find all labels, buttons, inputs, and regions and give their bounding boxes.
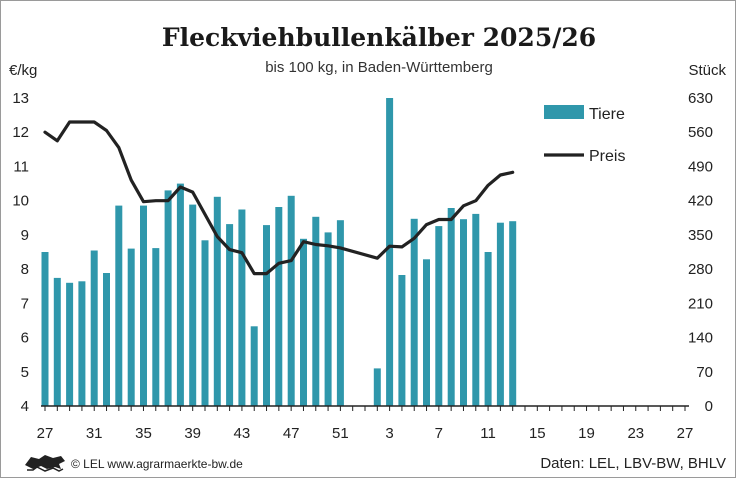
footer-copyright: © LEL www.agrarmaerkte-bw.de — [71, 457, 243, 471]
bar — [213, 196, 221, 406]
bar — [152, 248, 160, 406]
bar — [238, 209, 246, 406]
bar — [115, 205, 123, 406]
x-tick-label: 51 — [332, 425, 349, 442]
y-right-tick-label: 350 — [688, 227, 713, 244]
x-tick-label: 23 — [627, 425, 644, 442]
legend-preis-label: Preis — [589, 148, 625, 165]
bar — [41, 252, 49, 406]
x-tick-label: 31 — [86, 425, 103, 442]
bar — [472, 213, 480, 406]
legend: Tiere Preis — [544, 105, 625, 165]
bar — [176, 183, 184, 406]
chart-title: Fleckviehbullenkälber 2025/26 — [162, 23, 596, 52]
legend-tiere-swatch — [544, 105, 584, 119]
x-tick-label: 35 — [135, 425, 152, 442]
x-tick-label: 47 — [283, 425, 300, 442]
y-right-tick-label: 140 — [688, 330, 713, 347]
y-right-tick-label: 420 — [688, 193, 713, 210]
ticks-group: 4 5 6 7 8 9 10 11 12 13 0 70 140 210 280 350 420 490 560 63… — [12, 90, 713, 442]
x-tick-label: 27 — [677, 425, 694, 442]
y-right-tick-label: 210 — [688, 295, 713, 312]
bar — [336, 220, 344, 406]
bars-group — [41, 98, 517, 406]
y-left-tick-label: 9 — [21, 227, 29, 244]
bar — [509, 221, 517, 406]
y-left-tick-label: 8 — [21, 261, 29, 278]
bar — [250, 326, 258, 406]
lines-group — [43, 120, 515, 276]
bar — [447, 208, 455, 406]
x-tick-label: 39 — [184, 425, 201, 442]
y-left-tick-label: 13 — [12, 90, 29, 107]
bar — [496, 222, 504, 406]
bar — [423, 259, 430, 406]
bar — [435, 226, 443, 406]
x-tick-label: 27 — [37, 425, 54, 442]
y-right-tick-label: 630 — [688, 90, 713, 107]
y-right-tick-label: 0 — [705, 398, 713, 415]
y-left-tick-label: 6 — [21, 330, 29, 347]
bar — [275, 207, 283, 406]
bar — [78, 281, 86, 406]
legend-tiere-label: Tiere — [589, 106, 625, 123]
bar — [189, 204, 197, 406]
bar — [201, 240, 209, 406]
bar — [53, 277, 61, 406]
bar — [226, 224, 234, 406]
x-tick-label: 19 — [578, 425, 595, 442]
bar — [484, 252, 492, 406]
bar — [127, 248, 135, 406]
y-left-tick-label: 12 — [12, 124, 29, 141]
bar — [373, 368, 381, 406]
x-tick-label: 15 — [529, 425, 546, 442]
y-axis-left-label: €/kg — [9, 62, 37, 79]
bar — [140, 205, 147, 406]
bar — [312, 216, 320, 406]
bar — [287, 195, 295, 406]
bar — [103, 273, 110, 406]
footer-source: Daten: LEL, LBV-BW, BHLV — [540, 455, 726, 472]
bar — [66, 282, 74, 406]
chart-subtitle: bis 100 kg, in Baden-Württemberg — [265, 59, 493, 76]
preis-line — [43, 120, 515, 276]
y-left-tick-label: 10 — [12, 193, 29, 210]
bar — [90, 250, 98, 406]
x-tick-label: 11 — [480, 425, 496, 442]
bar — [410, 218, 418, 406]
y-left-tick-label: 5 — [21, 364, 29, 381]
lion-logo-icon — [25, 455, 65, 472]
bar — [398, 275, 406, 406]
bar — [300, 238, 307, 406]
x-tick-label: 43 — [234, 425, 251, 442]
bar — [263, 225, 270, 406]
bar — [324, 232, 332, 406]
y-right-tick-label: 70 — [696, 364, 713, 381]
y-left-tick-label: 11 — [13, 158, 29, 175]
y-axis-right-label: Stück — [688, 62, 726, 79]
bar — [386, 98, 394, 406]
x-tick-label: 3 — [385, 425, 393, 442]
y-right-tick-label: 280 — [688, 261, 713, 278]
y-right-tick-label: 490 — [688, 158, 713, 175]
bar — [164, 190, 172, 406]
y-left-tick-label: 4 — [21, 398, 29, 415]
axes-group — [41, 405, 689, 411]
bar — [460, 219, 467, 406]
y-right-tick-label: 560 — [688, 124, 713, 141]
y-left-tick-label: 7 — [21, 295, 29, 312]
x-tick-label: 7 — [435, 425, 443, 442]
